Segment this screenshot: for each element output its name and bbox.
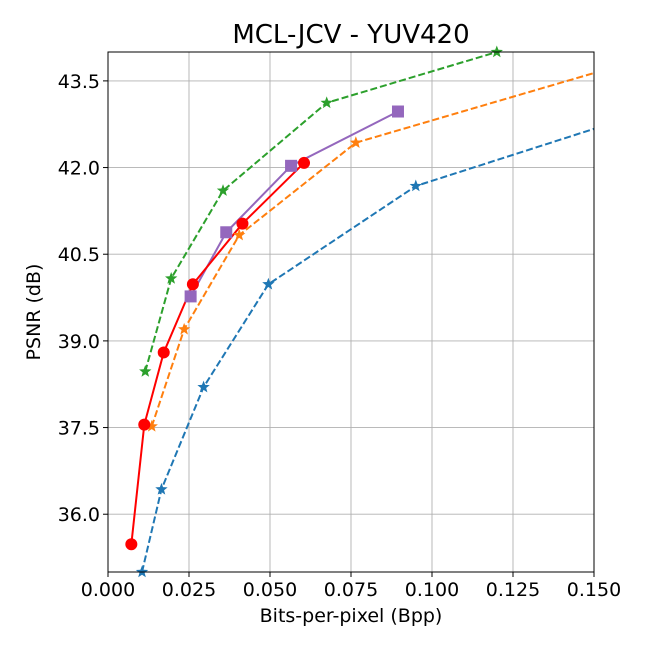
x-axis: 0.000 0.025 0.050 0.075 0.100 0.125 0.150 xyxy=(81,572,621,601)
data-point-red-solid-circle xyxy=(158,346,170,358)
y-axis: 36.0 37.5 39.0 40.5 42.0 43.5 xyxy=(58,71,108,526)
y-tick-label: 40.5 xyxy=(58,244,100,266)
series-line-orange-dashed-star xyxy=(152,64,627,427)
data-point-green-dashed-star xyxy=(139,365,151,377)
y-tick-label: 37.5 xyxy=(58,418,100,440)
data-point-blue-dashed-star xyxy=(262,278,274,290)
series-line-green-dashed-star xyxy=(145,52,497,372)
x-tick-label: 0.000 xyxy=(81,579,135,601)
series-line-blue-dashed-star xyxy=(142,118,626,572)
data-point-green-dashed-star xyxy=(491,46,503,58)
series-group xyxy=(131,52,626,572)
x-tick-label: 0.125 xyxy=(486,579,540,601)
x-tick-label: 0.025 xyxy=(162,579,216,601)
data-point-blue-dashed-star xyxy=(136,566,148,578)
x-tick-label: 0.100 xyxy=(405,579,459,601)
y-tick-label: 43.5 xyxy=(58,71,100,93)
data-point-orange-dashed-star xyxy=(178,323,190,335)
y-tick-label: 39.0 xyxy=(58,331,100,353)
series-line-red-solid-circle xyxy=(131,163,304,544)
data-point-orange-dashed-star xyxy=(233,229,245,241)
data-point-purple-solid-square xyxy=(285,160,297,172)
data-point-purple-solid-square xyxy=(185,290,197,302)
data-point-red-solid-circle xyxy=(125,538,137,550)
chart-title: MCL-JCV - YUV420 xyxy=(232,20,469,50)
x-tick-label: 0.075 xyxy=(324,579,378,601)
x-tick-label: 0.050 xyxy=(243,579,297,601)
chart: MCL-JCV - YUV420 0.000 0.025 0.050 0.075 0.1… xyxy=(0,0,650,650)
data-point-red-solid-circle xyxy=(187,278,199,290)
data-point-red-solid-circle xyxy=(138,419,150,431)
data-point-blue-dashed-star xyxy=(410,180,422,192)
y-tick-label: 36.0 xyxy=(58,504,100,526)
y-tick-label: 42.0 xyxy=(58,158,100,180)
x-axis-label: Bits-per-pixel (Bpp) xyxy=(260,605,443,627)
data-point-blue-dashed-star xyxy=(197,381,209,393)
data-point-purple-solid-square xyxy=(392,106,404,118)
y-axis-label: PSNR (dB) xyxy=(23,264,45,361)
data-point-red-solid-circle xyxy=(298,157,310,169)
x-tick-label: 0.150 xyxy=(567,579,621,601)
data-point-green-dashed-star xyxy=(321,96,333,108)
data-point-purple-solid-square xyxy=(220,226,232,238)
data-point-red-solid-circle xyxy=(236,218,248,230)
